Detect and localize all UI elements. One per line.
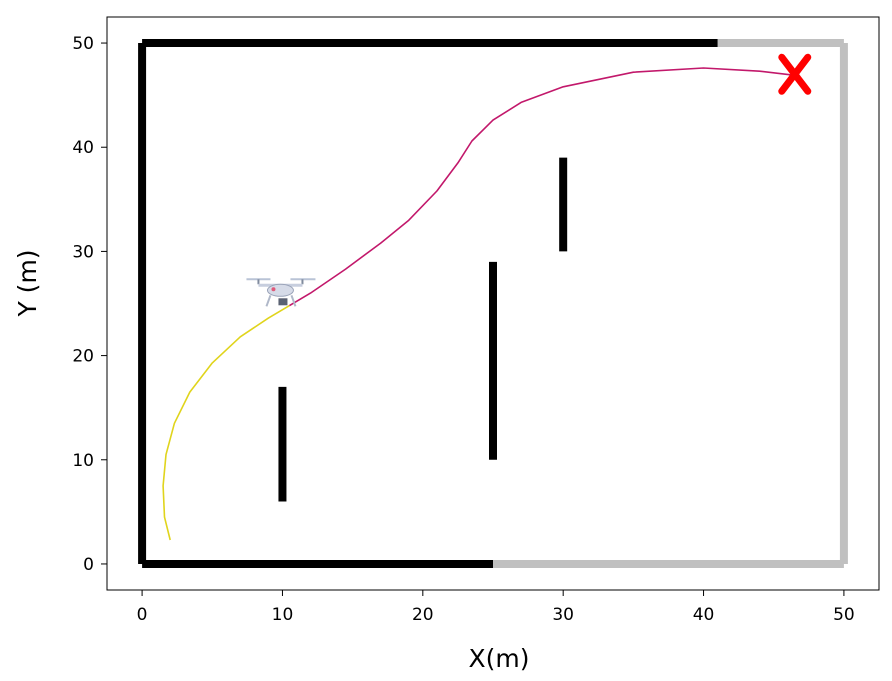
y-tick-label: 10 [72, 451, 94, 471]
drone-body [267, 284, 293, 296]
x-tick-label: 30 [552, 605, 574, 625]
y-tick-label: 50 [72, 34, 94, 54]
x-tick-label: 0 [137, 605, 148, 625]
plot-area [142, 43, 844, 564]
planned-path-line [290, 68, 795, 306]
drone-camera [278, 298, 287, 305]
y-tick-label: 30 [72, 242, 94, 262]
x-axis-label: X(m) [469, 644, 530, 673]
drone-icon [246, 279, 315, 306]
y-tick-label: 0 [83, 555, 94, 575]
y-tick-label: 20 [72, 347, 94, 367]
y-tick-label: 40 [72, 138, 94, 158]
traversed-path-line [163, 306, 289, 540]
x-tick-label: 20 [412, 605, 434, 625]
x-tick-label: 40 [693, 605, 715, 625]
y-axis-label: Y (m) [13, 249, 42, 317]
drone-leg-left [266, 295, 270, 306]
y-axis: 0 10 20 30 40 50 [72, 34, 107, 575]
drone-light [271, 287, 275, 291]
chart: 0 10 20 30 40 50 0 10 20 30 40 50 X(m) Y (m) [0, 0, 892, 681]
x-tick-label: 10 [272, 605, 294, 625]
x-axis: 0 10 20 30 40 50 [137, 590, 855, 625]
x-tick-label: 50 [833, 605, 855, 625]
